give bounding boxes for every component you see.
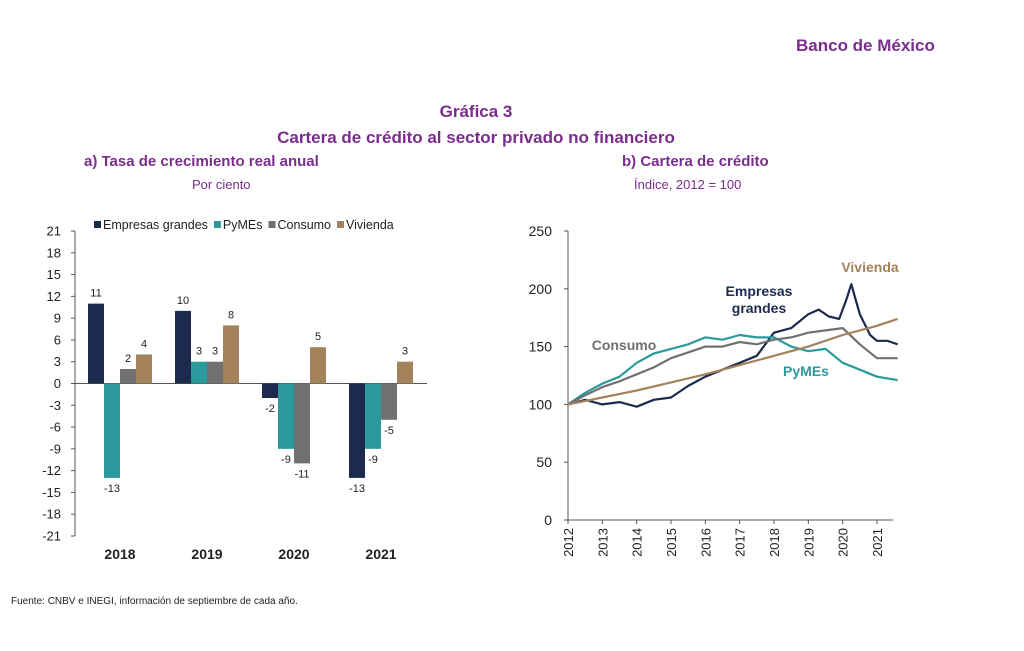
data-label: -13: [104, 483, 120, 495]
legend-label: Vivienda: [346, 218, 394, 232]
y-tick-label: 50: [536, 454, 552, 470]
y-tick-label: 200: [529, 281, 553, 297]
y-tick-label: 250: [529, 223, 553, 239]
y-tick-label: -3: [49, 398, 61, 413]
y-tick-label: -21: [42, 529, 61, 544]
chart-a-subtitle: Por ciento: [192, 177, 251, 192]
y-tick-label: 0: [54, 376, 61, 391]
bar-vivienda: [310, 347, 326, 384]
bar-pymes: [191, 361, 207, 384]
y-tick-label: 9: [54, 311, 61, 326]
chart-a-title: a) Tasa de crecimiento real anual: [84, 153, 319, 170]
x-tick-label: 2017: [733, 528, 748, 557]
legend-swatch: [268, 221, 276, 228]
bar-empresas-grandes: [262, 383, 278, 399]
x-category-label: 2021: [365, 546, 396, 562]
source-note: Fuente: CNBV e INEGI, información de sep…: [11, 596, 298, 607]
y-tick-label: 3: [54, 354, 61, 369]
series-label-pymes: PyMEs: [783, 363, 829, 379]
x-tick-label: 2014: [630, 528, 645, 557]
data-label: -11: [294, 468, 309, 480]
x-tick-label: 2015: [664, 528, 679, 557]
series-line-empresas-grandes: [567, 283, 898, 408]
figure-number: Gráfica 3: [439, 102, 513, 121]
data-label: -9: [368, 454, 378, 466]
chart-b-title: b) Cartera de crédito: [622, 153, 769, 170]
data-label: 2: [125, 353, 131, 365]
y-tick-label: 6: [54, 332, 61, 347]
y-tick-label: 15: [47, 267, 61, 282]
y-tick-label: -18: [42, 507, 61, 522]
legend-swatch: [94, 221, 101, 228]
data-label: 8: [228, 309, 234, 321]
data-label: 5: [315, 331, 321, 343]
x-category-label: 2018: [104, 546, 135, 562]
y-tick-label: 12: [47, 289, 61, 304]
bar-vivienda: [223, 325, 239, 384]
bar-consumo: [207, 361, 223, 384]
series-line-vivienda: [567, 317, 898, 406]
y-tick-label: -6: [49, 420, 61, 435]
data-label: 4: [141, 338, 147, 350]
brand-name: Banco de México: [796, 36, 935, 55]
y-tick-label: 21: [47, 224, 61, 239]
y-tick-label: -9: [49, 441, 61, 456]
bar-consumo: [120, 368, 136, 384]
y-tick-label: -15: [42, 485, 61, 500]
legend-label: Empresas grandes: [103, 218, 208, 232]
series-label-consumo: Consumo: [592, 337, 657, 353]
legend-label: PyMEs: [223, 218, 263, 232]
series-line-consumo: [567, 327, 898, 406]
x-tick-label: 2018: [767, 528, 782, 557]
bar-vivienda: [136, 354, 152, 384]
legend-label: Consumo: [278, 218, 332, 232]
data-label: 3: [196, 346, 202, 358]
x-category-label: 2019: [191, 546, 222, 562]
bar-empresas-grandes: [349, 383, 365, 478]
x-tick-label: 2021: [870, 528, 885, 557]
legend-swatch: [337, 221, 345, 228]
bar-pymes: [365, 383, 381, 449]
bar-empresas-grandes: [88, 303, 104, 384]
data-label: -9: [281, 454, 291, 466]
data-label: -2: [265, 403, 275, 415]
x-category-label: 2020: [278, 546, 309, 562]
data-label: 3: [212, 346, 218, 358]
y-tick-label: 150: [529, 339, 553, 355]
data-label: -5: [384, 425, 394, 437]
data-label: 10: [177, 295, 189, 307]
x-tick-label: 2012: [561, 528, 576, 557]
bar-empresas-grandes: [175, 310, 191, 384]
legend-swatch: [213, 221, 221, 228]
x-tick-label: 2019: [801, 528, 816, 557]
bar-vivienda: [397, 361, 413, 384]
x-tick-label: 2013: [595, 528, 610, 557]
y-tick-label: -12: [42, 463, 61, 478]
series-line-pymes: [567, 333, 898, 406]
data-label: -13: [349, 483, 365, 495]
bar-pymes: [278, 383, 294, 449]
y-tick-label: 100: [529, 396, 553, 412]
series-label-empresas-grandes: Empresas grandes: [726, 283, 793, 316]
data-label: 3: [402, 346, 408, 358]
chart-b-subtitle: Índice, 2012 = 100: [634, 177, 742, 192]
series-label-vivienda: Vivienda: [841, 259, 899, 275]
figure-title: Cartera de crédito al sector privado no …: [277, 128, 675, 147]
y-tick-label: 0: [544, 512, 552, 528]
data-label: 11: [90, 288, 101, 300]
bar-pymes: [104, 383, 120, 478]
y-tick-label: 18: [47, 245, 61, 260]
x-tick-label: 2016: [698, 528, 713, 557]
bar-consumo: [381, 383, 397, 420]
x-tick-label: 2020: [836, 528, 851, 557]
bar-consumo: [294, 383, 310, 464]
